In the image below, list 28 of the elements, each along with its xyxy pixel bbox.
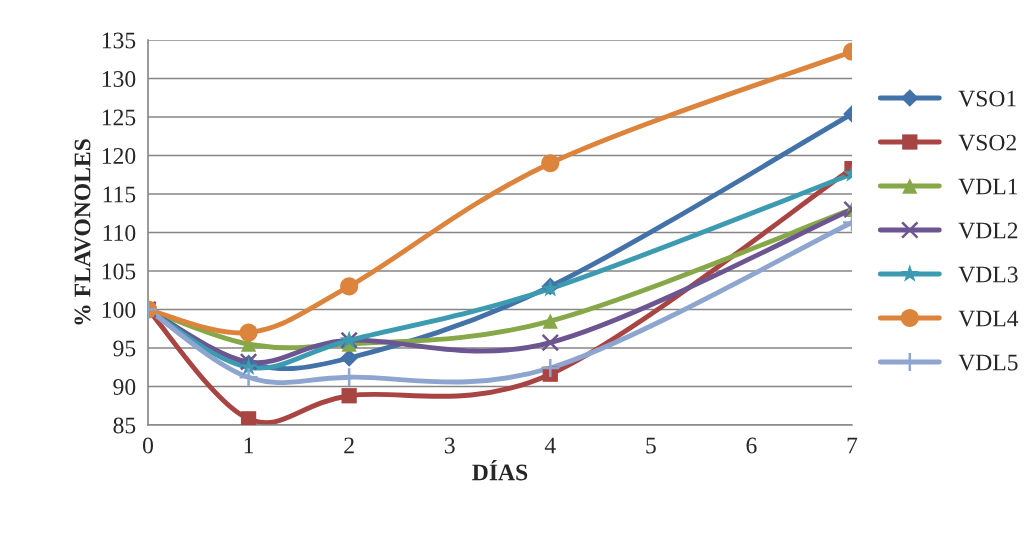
legend-label: VSO1	[958, 90, 1016, 107]
x-tick-label: 3	[444, 437, 455, 454]
x-tick-label: 5	[646, 437, 656, 454]
x-tick-label: 2	[344, 437, 354, 454]
y-tick-label: 120	[102, 147, 136, 164]
x-tick-label: 7	[847, 437, 858, 454]
y-tick-label: 130	[102, 70, 136, 87]
y-tick-label: 105	[102, 263, 136, 280]
y-tick-label: 115	[103, 186, 136, 203]
y-tick-label: 135	[102, 32, 136, 49]
y-tick-label: 90	[113, 378, 136, 395]
x-tick-label: 1	[244, 437, 254, 454]
y-tick-label: 125	[102, 109, 136, 126]
y-tick-label: 85	[113, 417, 136, 434]
y-tick-label: 110	[103, 224, 136, 241]
y-tick-label: 100	[102, 301, 136, 318]
y-tick-label: 95	[113, 340, 136, 357]
x-axis-title: DÍAS	[472, 459, 528, 481]
x-tick-label: 6	[746, 437, 757, 454]
legend-label: VDL1	[958, 178, 1018, 195]
y-axis-title: % FLAVONOLES	[74, 139, 91, 325]
x-tick-label: 4	[544, 437, 556, 454]
legend-label: VDL5	[958, 354, 1018, 371]
x-tick-label: 0	[143, 437, 153, 454]
legend-label: VSO2	[958, 134, 1016, 151]
legend-label: VDL4	[958, 310, 1019, 327]
legend-label: VDL3	[958, 266, 1018, 283]
legend-label: VDL2	[958, 222, 1018, 239]
